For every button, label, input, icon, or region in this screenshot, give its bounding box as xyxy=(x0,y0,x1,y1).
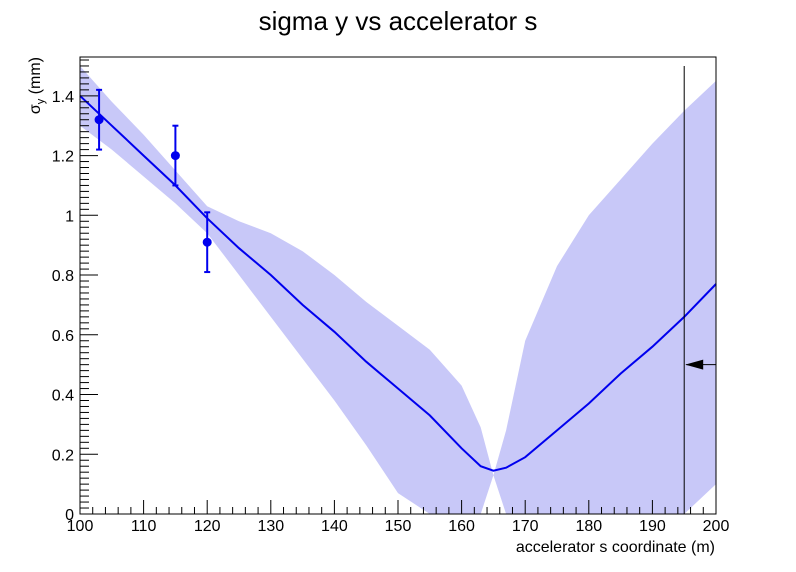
data-point-2 xyxy=(170,124,180,187)
y-tick-label: 0 xyxy=(65,507,74,524)
x-tick-label: 180 xyxy=(575,518,602,535)
x-tick-label: 110 xyxy=(131,518,157,535)
x-axis-label: accelerator s coordinate (m) xyxy=(516,539,715,556)
data-point-marker xyxy=(170,151,180,161)
x-tick-label: 150 xyxy=(385,518,412,535)
y-axis-label-symbol: σ xyxy=(27,104,44,114)
y-tick-label: 0.2 xyxy=(52,447,74,464)
uncertainty-band-layer xyxy=(80,66,716,514)
x-tick-label: 130 xyxy=(257,518,284,535)
data-point-marker xyxy=(94,115,104,125)
y-axis-label-unit: (mm) xyxy=(27,57,44,99)
y-tick-label: 1 xyxy=(65,208,74,225)
fit-curve-layer xyxy=(79,95,717,472)
x-tick-label: 170 xyxy=(512,518,539,535)
uncertainty-band xyxy=(80,66,716,514)
y-tick-label: 1.4 xyxy=(52,89,74,106)
x-tick-label: 200 xyxy=(703,518,730,535)
data-point-3 xyxy=(202,211,212,274)
y-axis-label: σy (mm) xyxy=(27,57,47,114)
x-tick-label: 160 xyxy=(448,518,475,535)
x-tick-label: 120 xyxy=(194,518,221,535)
x-tick-label: 190 xyxy=(639,518,666,535)
marker-layer xyxy=(683,66,716,514)
x-axis-ticks: 100 110 120 130 140 150 160 170 180 190 200 xyxy=(67,500,730,535)
y-tick-label: 0.8 xyxy=(52,268,74,285)
data-point-marker xyxy=(202,237,212,247)
fit-curve-line xyxy=(79,95,717,472)
x-tick-label: 140 xyxy=(321,518,348,535)
y-tick-label: 0.6 xyxy=(52,328,74,345)
y-tick-label: 1.2 xyxy=(52,149,74,166)
x-tick-label: 100 xyxy=(67,518,94,535)
data-point-1 xyxy=(94,88,104,151)
y-tick-label: 0.4 xyxy=(52,388,74,405)
marker-arrow-head xyxy=(685,359,704,370)
y-axis-label-subscript: y xyxy=(35,98,47,104)
chart-title: sigma y vs accelerator s xyxy=(259,6,538,36)
y-axis-ticks: 0 0.2 0.4 0.6 0.8 1 1.2 1.4 xyxy=(52,59,98,524)
data-points-layer xyxy=(94,88,212,274)
